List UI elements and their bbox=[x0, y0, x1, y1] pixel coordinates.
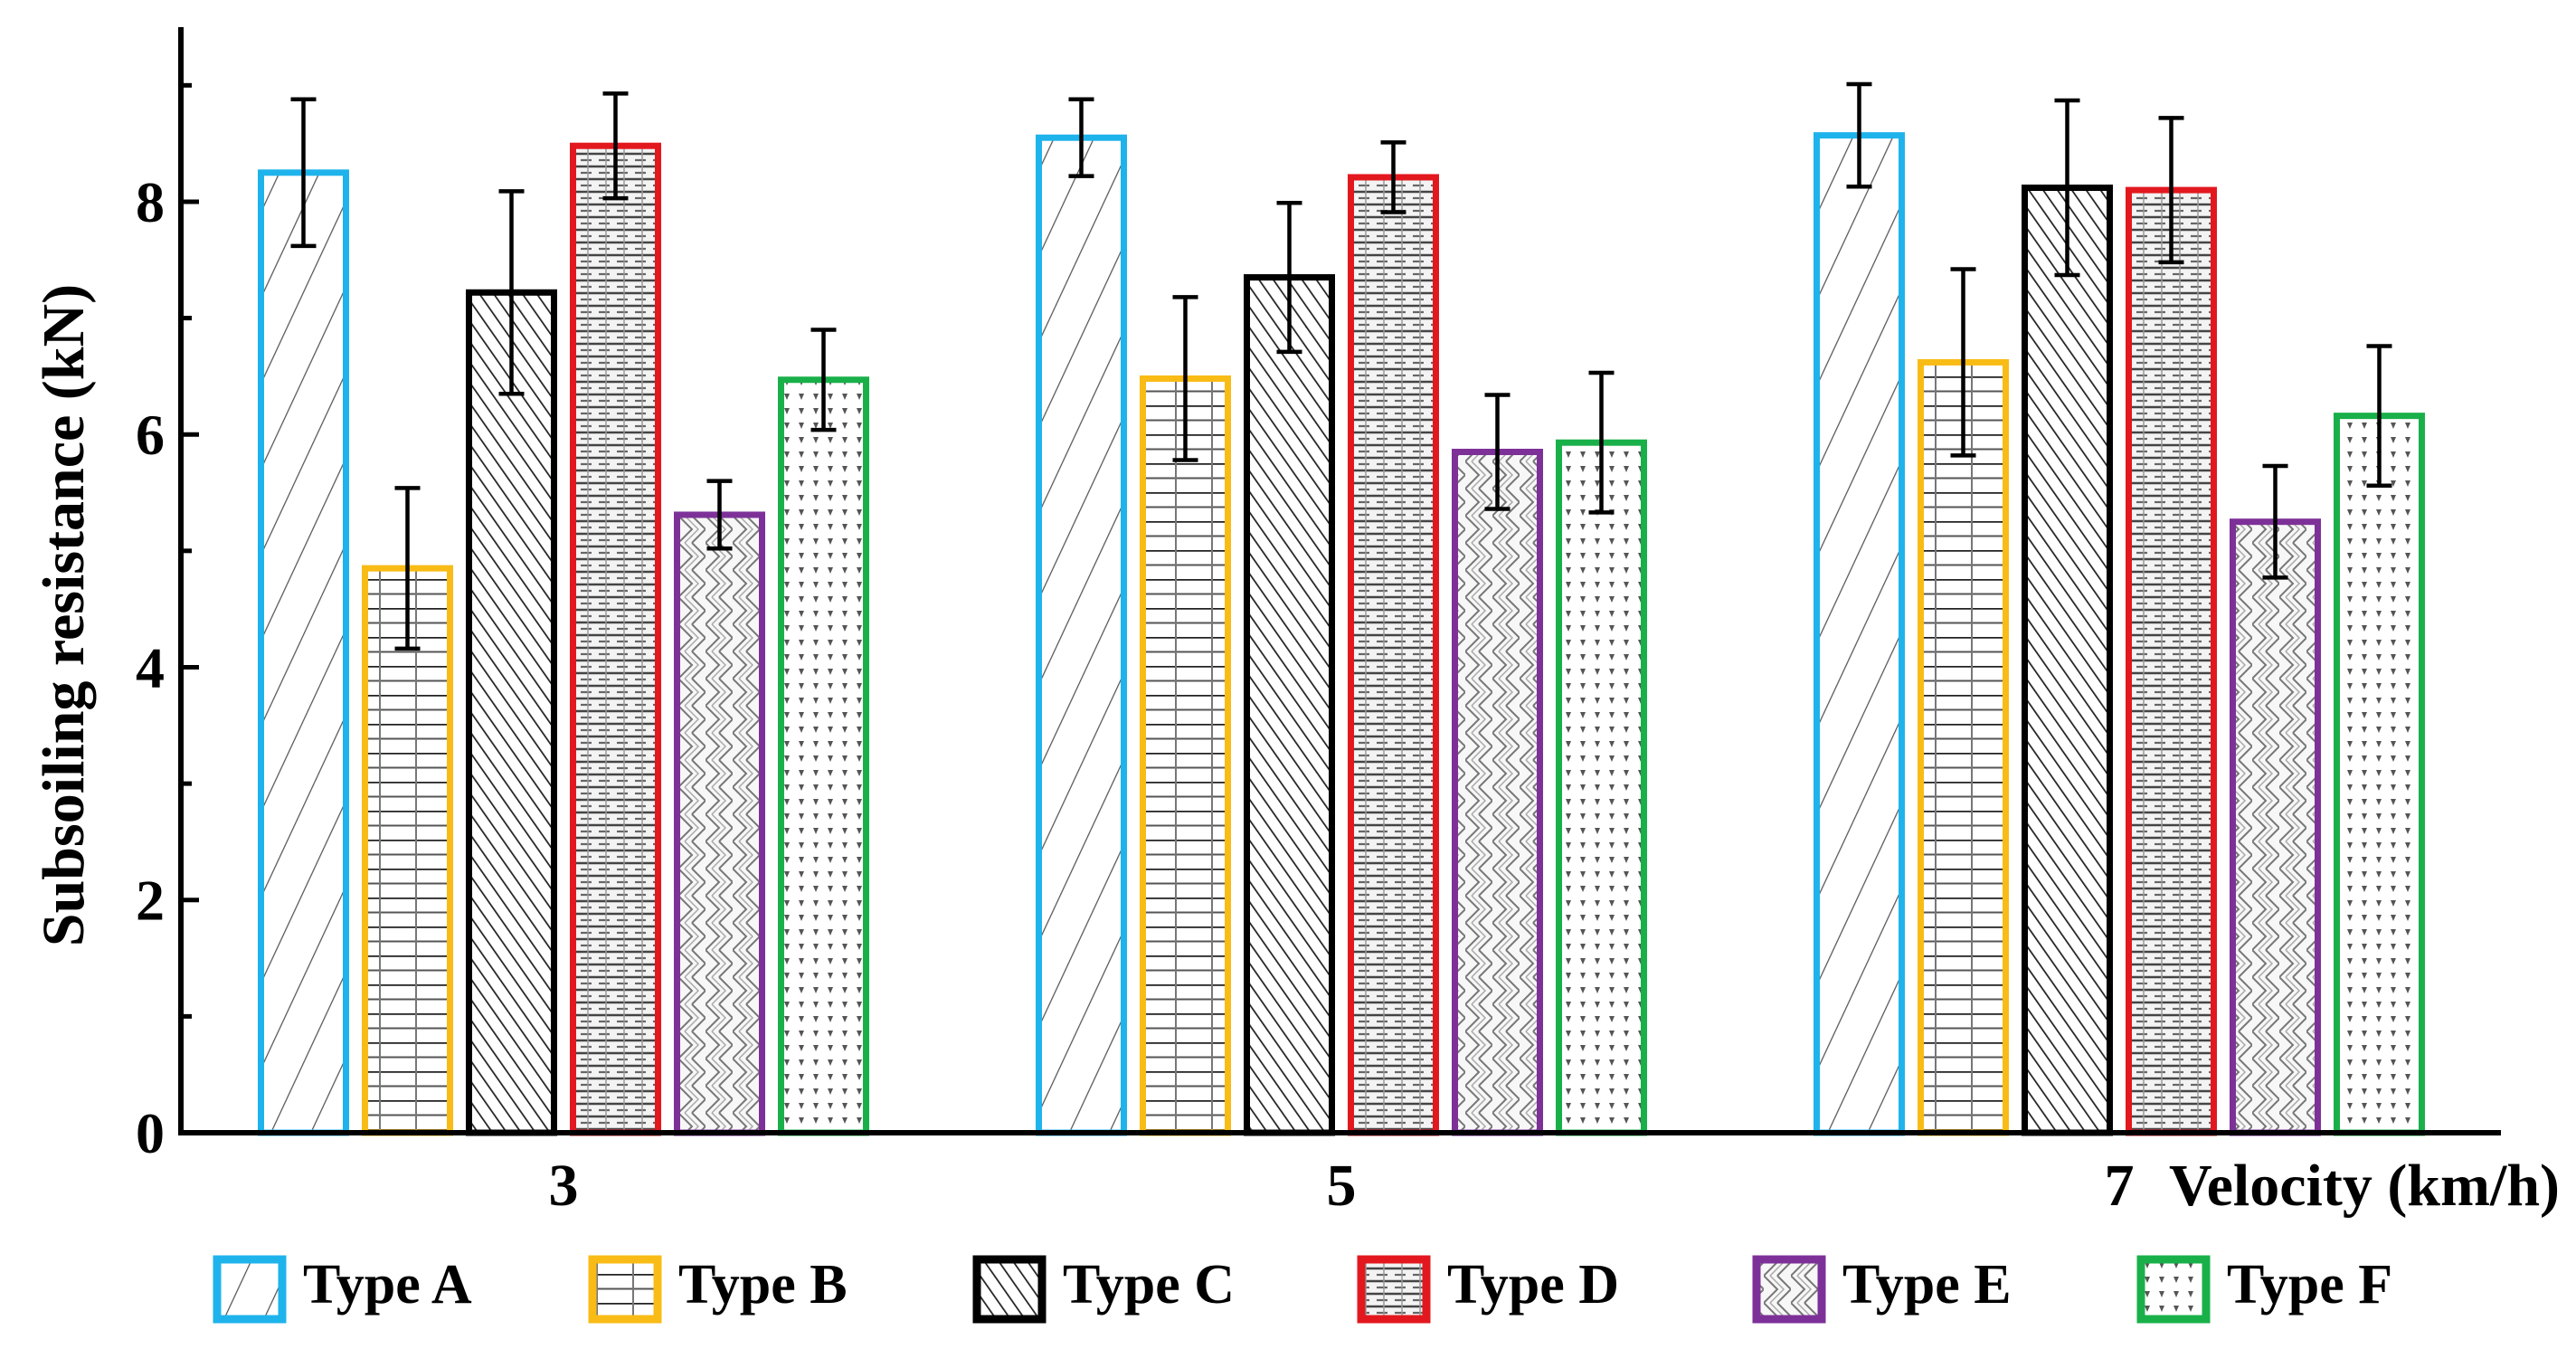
error-bar bbox=[2262, 463, 2288, 580]
bar-type-e-3 bbox=[674, 511, 765, 1136]
y-tick-label: 6 bbox=[136, 403, 165, 467]
x-tick-label: 3 bbox=[549, 1153, 579, 1219]
error-bar bbox=[290, 97, 317, 249]
bar-type-a-7 bbox=[1814, 132, 1905, 1136]
legend-label: Type C bbox=[1063, 1254, 1235, 1316]
error-bar bbox=[1068, 97, 1094, 178]
legend-label: Type A bbox=[303, 1254, 472, 1316]
legend-swatch bbox=[972, 1255, 1046, 1324]
error-bar bbox=[2158, 116, 2184, 265]
error-bar bbox=[1484, 393, 1511, 511]
legend-item-type-f: Type F bbox=[2136, 1254, 2392, 1324]
error-bar bbox=[706, 479, 733, 551]
legend: Type A Type B Type C Type D Type E Type F bbox=[213, 1254, 2392, 1324]
y-axis-label: Subsoiling resistance (kN) bbox=[31, 284, 97, 946]
legend-item-type-e: Type E bbox=[1752, 1254, 2012, 1324]
bar-type-f-5 bbox=[1556, 439, 1647, 1136]
legend-item-type-d: Type D bbox=[1357, 1254, 1619, 1324]
x-ticks: 3 5 7 bbox=[549, 1153, 2135, 1219]
legend-label: Type E bbox=[1842, 1254, 2012, 1316]
legend-swatch bbox=[2136, 1255, 2211, 1324]
y-tick-label: 0 bbox=[136, 1101, 165, 1165]
x-tick-label: 5 bbox=[1327, 1153, 1357, 1219]
bar-type-c-3 bbox=[466, 289, 557, 1136]
legend-item-type-c: Type C bbox=[972, 1254, 1235, 1324]
legend-swatch bbox=[1357, 1255, 1431, 1324]
legend-label: Type D bbox=[1447, 1254, 1619, 1316]
bar-type-d-3 bbox=[570, 142, 661, 1136]
error-bar bbox=[810, 328, 837, 432]
error-bar bbox=[498, 189, 525, 396]
bars bbox=[258, 132, 2425, 1136]
bar-type-c-5 bbox=[1244, 274, 1335, 1136]
error-bar bbox=[1846, 81, 1872, 189]
bar-type-c-7 bbox=[2022, 185, 2113, 1136]
error-bar bbox=[2366, 344, 2392, 489]
error-bar bbox=[394, 486, 421, 651]
bar-type-e-5 bbox=[1452, 449, 1543, 1136]
bar-type-e-7 bbox=[2230, 518, 2321, 1136]
legend-swatch bbox=[1752, 1255, 1826, 1324]
y-tick-label: 8 bbox=[136, 170, 165, 234]
bar-type-a-5 bbox=[1036, 134, 1127, 1136]
error-bar bbox=[2054, 98, 2080, 278]
bar-type-b-7 bbox=[1918, 358, 2009, 1136]
y-tick-label: 4 bbox=[136, 635, 165, 699]
error-bars bbox=[290, 81, 2392, 651]
bar-type-d-7 bbox=[2126, 186, 2217, 1136]
error-bar bbox=[602, 91, 629, 201]
bar-type-f-3 bbox=[778, 376, 869, 1136]
bar-type-b-5 bbox=[1140, 375, 1231, 1136]
bar-type-d-5 bbox=[1348, 174, 1439, 1136]
error-bar bbox=[1172, 295, 1198, 462]
legend-label: Type F bbox=[2227, 1254, 2392, 1316]
legend-item-type-b: Type B bbox=[588, 1254, 848, 1324]
legend-label: Type B bbox=[678, 1254, 848, 1316]
error-bar bbox=[1380, 140, 1406, 214]
error-bar bbox=[1950, 267, 1976, 458]
bar-type-b-3 bbox=[362, 565, 453, 1136]
error-bar bbox=[1588, 370, 1615, 515]
x-tick-label: 7 bbox=[2105, 1153, 2135, 1219]
bar-type-f-7 bbox=[2334, 413, 2425, 1136]
x-axis-label: Velocity (km/h) bbox=[2169, 1153, 2560, 1219]
error-bar bbox=[1276, 200, 1302, 355]
bar-type-a-3 bbox=[258, 169, 349, 1136]
y-tick-label: 2 bbox=[136, 869, 165, 933]
legend-swatch bbox=[588, 1255, 662, 1324]
axes bbox=[178, 27, 2501, 1135]
legend-swatch bbox=[213, 1255, 287, 1324]
y-ticks: 0 2 4 6 8 bbox=[136, 82, 199, 1165]
legend-item-type-a: Type A bbox=[213, 1254, 472, 1324]
